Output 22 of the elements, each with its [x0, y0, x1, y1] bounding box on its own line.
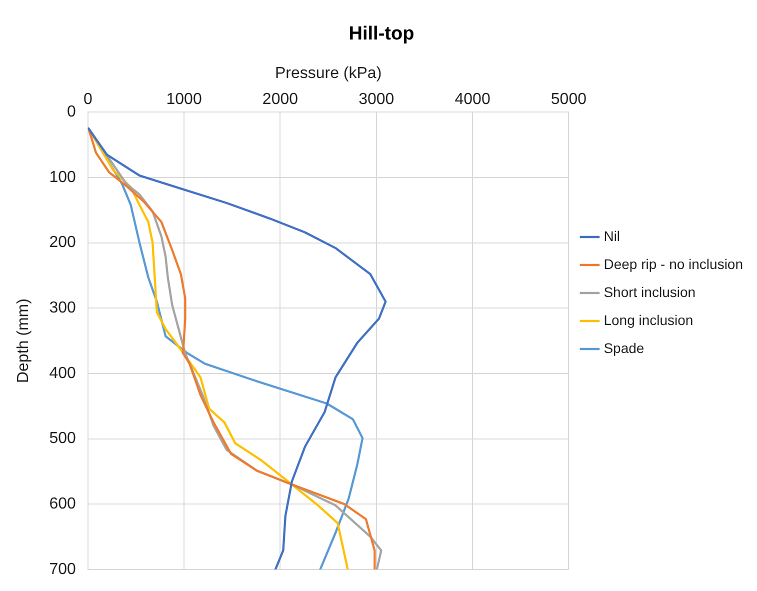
- x-tick-label: 3000: [358, 91, 394, 108]
- legend-label: Short inclusion: [604, 284, 696, 300]
- y-tick-label: 0: [66, 104, 76, 121]
- y-tick-label: 600: [49, 495, 76, 512]
- x-tick-label: 5000: [550, 91, 587, 108]
- chart-title: Hill-top: [348, 24, 414, 45]
- legend-label: Spade: [604, 340, 644, 356]
- legend-label: Deep rip - no inclusion: [604, 256, 743, 272]
- x-tick-label: 4000: [454, 91, 490, 108]
- y-tick-label: 500: [49, 430, 76, 448]
- y-tick-label: 100: [49, 168, 76, 186]
- x-tick-label: 2000: [262, 91, 298, 108]
- y-tick-label: 700: [49, 560, 76, 578]
- legend-label: Nil: [604, 228, 620, 244]
- y-axis-title: Depth (mm): [15, 298, 32, 384]
- y-tick-label: 200: [49, 234, 76, 252]
- x-tick-label: 1000: [166, 91, 202, 108]
- x-axis-title: Pressure (kPa): [274, 64, 382, 82]
- y-tick-label: 300: [49, 300, 76, 317]
- legend-label: Long inclusion: [604, 312, 694, 328]
- y-tick-label: 400: [49, 364, 76, 382]
- x-tick-label: 0: [83, 91, 92, 108]
